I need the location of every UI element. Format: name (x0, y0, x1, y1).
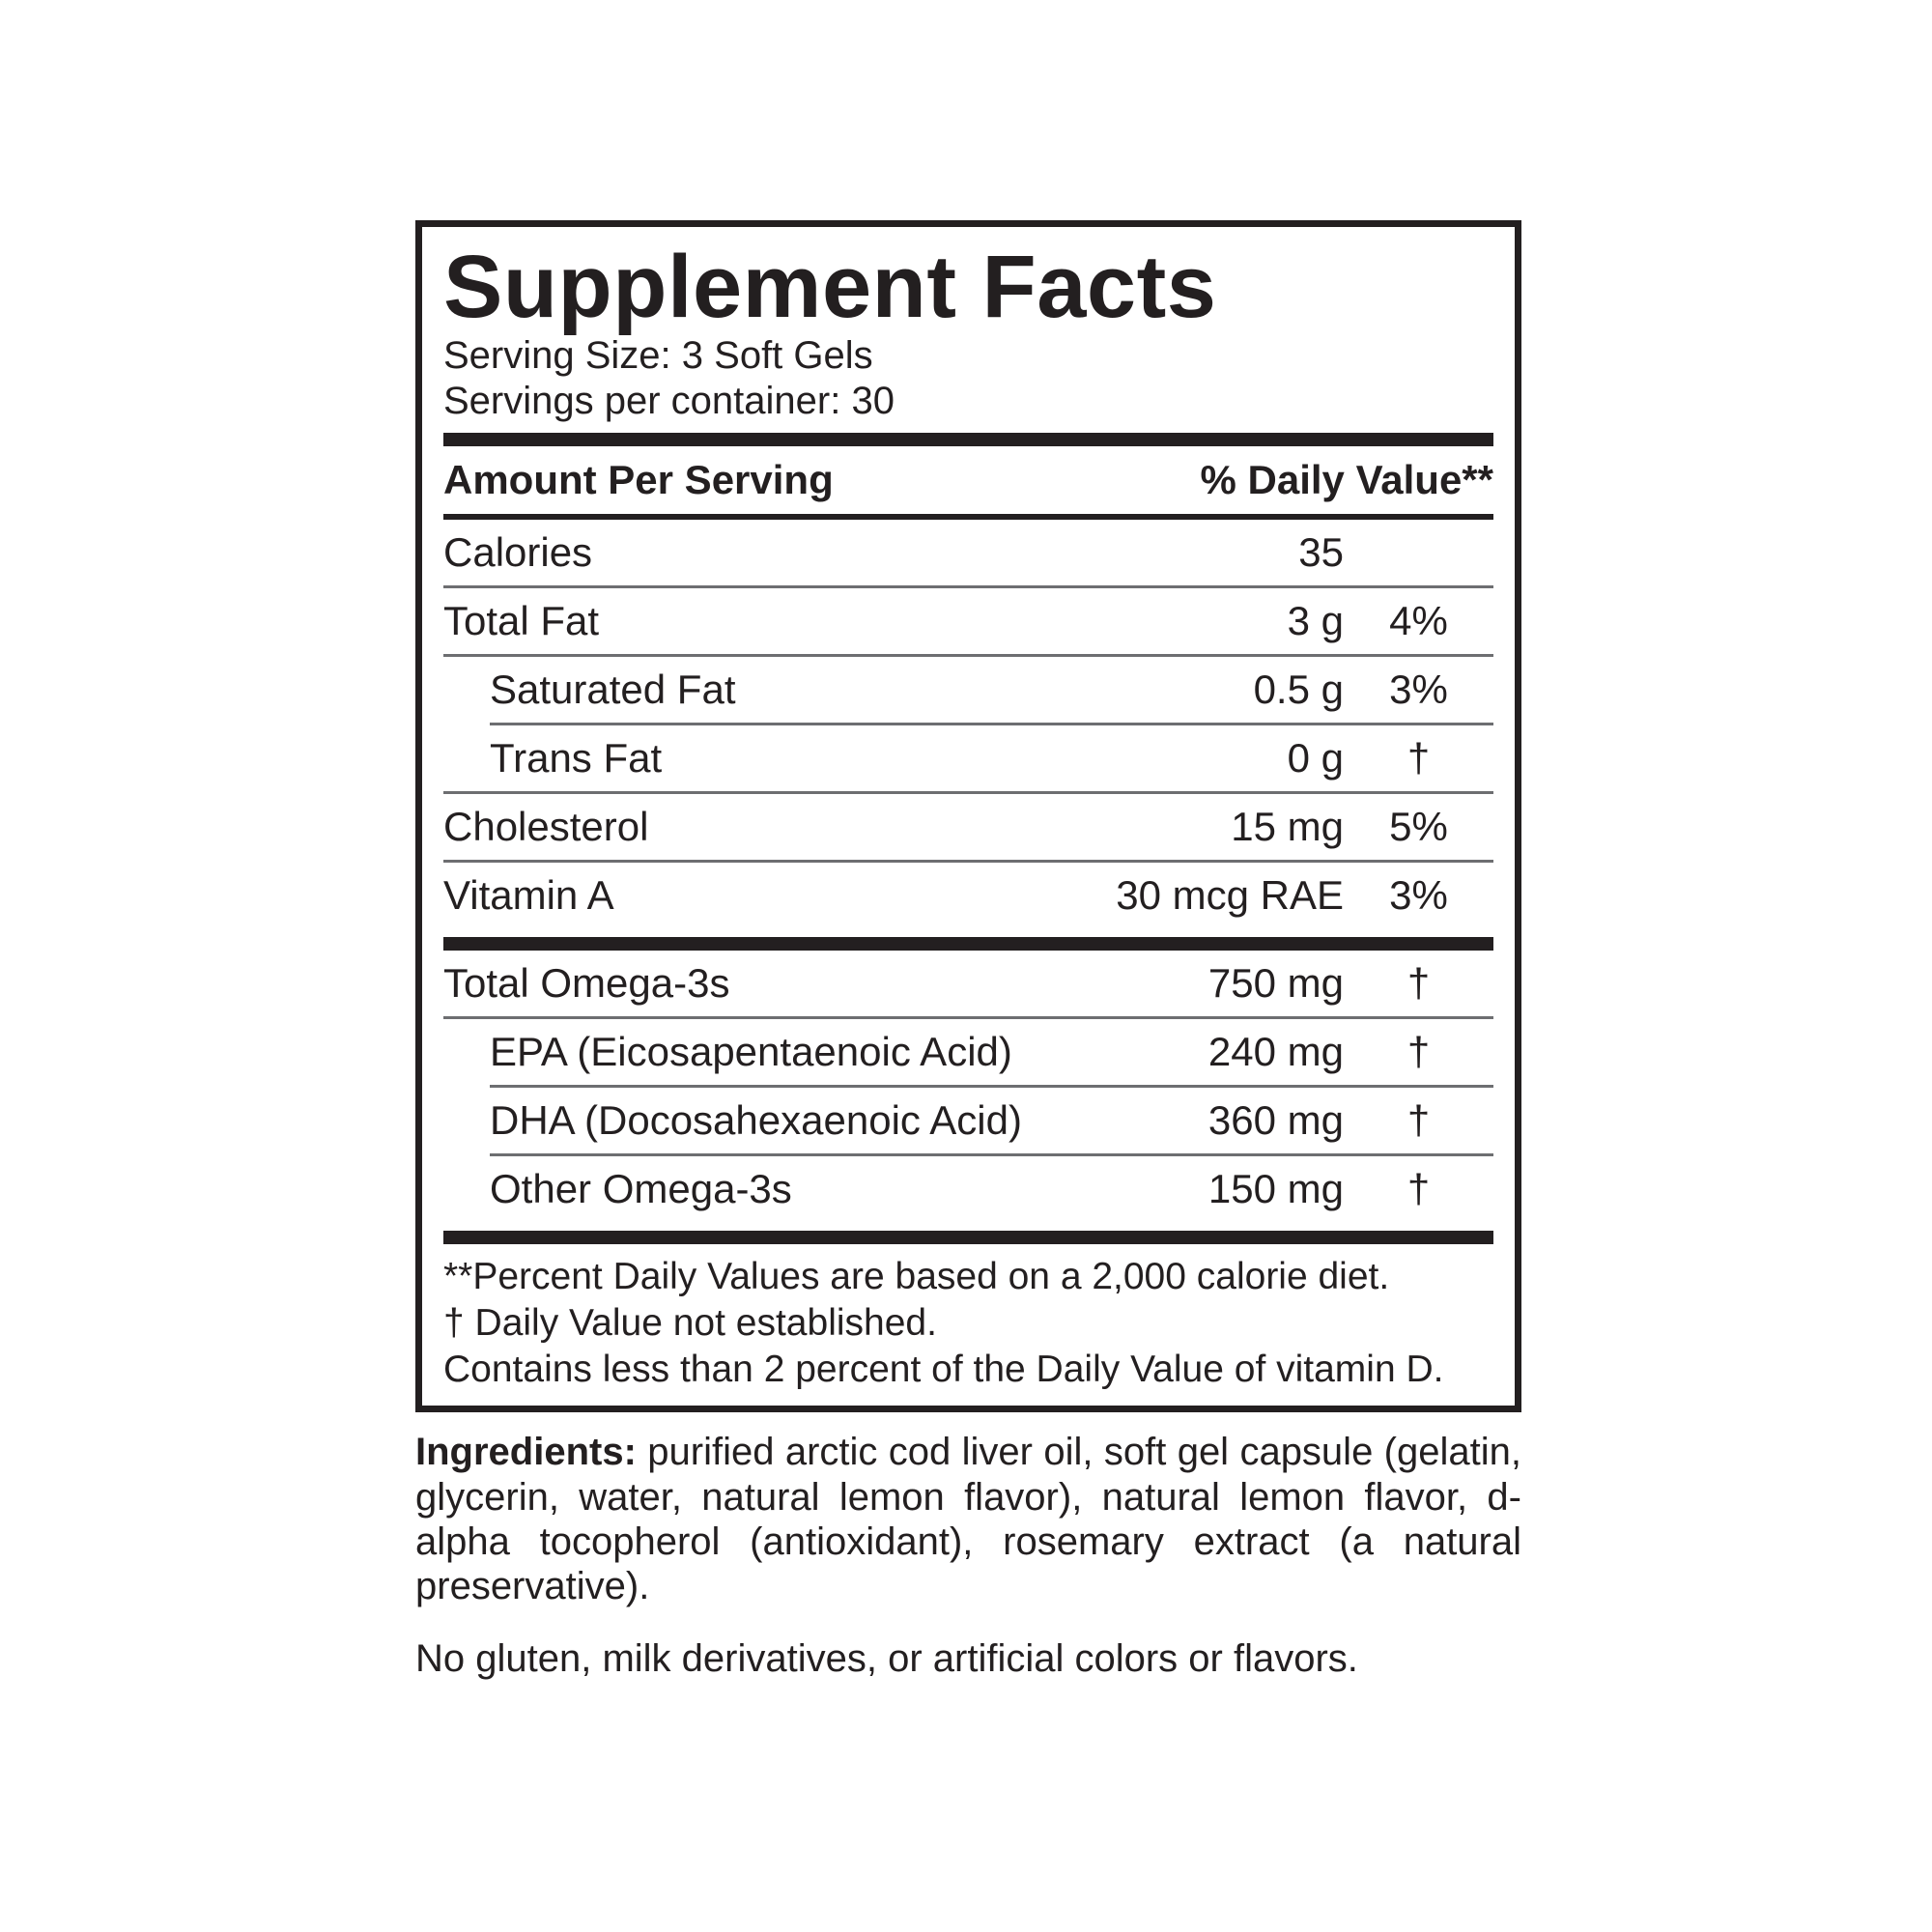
ingredients-text: purified arctic cod liver oil, soft gel … (415, 1431, 1521, 1608)
row-label: EPA (Eicosapentaenoic Acid) (490, 1029, 1012, 1075)
servings-per-container-line: Servings per container: 30 (443, 380, 895, 423)
table-row: EPA (Eicosapentaenoic Acid) 240 mg † (443, 1019, 1493, 1085)
allergen-statement: No gluten, milk derivatives, or artifici… (415, 1636, 1358, 1680)
divider-thick-above-header (443, 433, 1493, 447)
divider-thin (443, 1016, 1493, 1020)
ingredients-paragraph: Ingredients: purified arctic cod liver o… (415, 1430, 1521, 1609)
table-row: Calories 35 (443, 520, 1493, 585)
footnote-vitamin-d: Contains less than 2 percent of the Dail… (443, 1348, 1444, 1390)
divider-thick-omega-section (443, 937, 1493, 952)
divider-thin-indented (490, 723, 1493, 726)
row-label: Vitamin A (443, 872, 614, 919)
nutrition-table-epa: EPA (Eicosapentaenoic Acid) 240 mg † (443, 1019, 1493, 1085)
supplement-facts-label: Supplement Facts Serving Size: 3 Soft Ge… (415, 220, 1521, 1681)
column-header-amount: Amount Per Serving (443, 457, 834, 503)
row-value: 0.5 g (1253, 667, 1344, 713)
row-value: 15 mg (1231, 804, 1344, 850)
nutrition-table-other-omega: Other Omega-3s 150 mg † (443, 1156, 1493, 1222)
table-row: Total Omega-3s 750 mg † (443, 951, 1493, 1016)
row-value: 240 mg (1208, 1029, 1344, 1075)
table-row: Other Omega-3s 150 mg † (443, 1156, 1493, 1222)
row-label: Total Fat (443, 598, 600, 644)
table-row: Trans Fat 0 g † (443, 725, 1493, 791)
divider-thick-above-footnotes (443, 1231, 1493, 1245)
footnote-dagger: † Daily Value not established. (443, 1301, 937, 1344)
nutrition-table-dha: DHA (Docosahexaenoic Acid) 360 mg † (443, 1088, 1493, 1153)
divider-medium-below-header (443, 514, 1493, 521)
row-daily-value: 5% (1389, 804, 1448, 850)
footnote-percent-daily-value: **Percent Daily Values are based on a 2,… (443, 1256, 1390, 1298)
divider-thin-indented (490, 1085, 1493, 1089)
table-header-row: Amount Per Serving % Daily Value** (443, 446, 1493, 514)
row-label: Saturated Fat (490, 667, 736, 713)
row-value: 0 g (1287, 735, 1344, 781)
nutrition-table-satfat: Saturated Fat 0.5 g 3% (443, 657, 1493, 723)
row-value: 750 mg (1208, 960, 1344, 1007)
ingredients-section: Ingredients: purified arctic cod liver o… (415, 1430, 1521, 1681)
divider-thin (443, 791, 1493, 795)
row-daily-value: 3% (1389, 667, 1448, 713)
table-row: Cholesterol 15 mg 5% (443, 794, 1493, 860)
column-header-daily-value: % Daily Value** (1200, 457, 1494, 503)
table-row: Vitamin A 30 mcg RAE 3% (443, 863, 1493, 928)
row-daily-value: † (1406, 960, 1431, 1007)
supplement-facts-panel: Supplement Facts Serving Size: 3 Soft Ge… (415, 220, 1521, 1413)
row-label: Other Omega-3s (490, 1166, 792, 1212)
row-value: 360 mg (1208, 1097, 1344, 1144)
row-label: Cholesterol (443, 804, 649, 850)
ingredients-label: Ingredients: (415, 1431, 637, 1474)
table-row: Total Fat 3 g 4% (443, 588, 1493, 654)
row-value: 3 g (1287, 598, 1344, 644)
row-daily-value: † (1406, 1166, 1431, 1212)
divider-thin (443, 585, 1493, 589)
nutrition-table-vitamina: Vitamin A 30 mcg RAE 3% (443, 863, 1493, 928)
nutrition-table-primary: Calories 35 (443, 520, 1493, 585)
divider-thin (443, 860, 1493, 864)
nutrition-table: Amount Per Serving % Daily Value** (443, 446, 1493, 514)
row-label: Trans Fat (490, 735, 663, 781)
row-label: DHA (Docosahexaenoic Acid) (490, 1097, 1022, 1144)
row-label: Calories (443, 529, 593, 576)
row-value: 30 mcg RAE (1116, 872, 1344, 919)
nutrition-table-total-omega: Total Omega-3s 750 mg † (443, 951, 1493, 1016)
row-daily-value: 4% (1389, 598, 1448, 644)
footnotes-block: **Percent Daily Values are based on a 2,… (443, 1254, 1493, 1392)
row-value: 150 mg (1208, 1166, 1344, 1212)
divider-thin-indented (490, 1153, 1493, 1157)
row-label: Total Omega-3s (443, 960, 730, 1007)
table-row: DHA (Docosahexaenoic Acid) 360 mg † (443, 1088, 1493, 1153)
nutrition-table-cholesterol: Cholesterol 15 mg 5% (443, 794, 1493, 860)
page-title: Supplement Facts (443, 238, 1217, 336)
divider-thin (443, 654, 1493, 658)
table-row: Saturated Fat 0.5 g 3% (443, 657, 1493, 723)
row-daily-value: † (1406, 735, 1431, 781)
row-daily-value: † (1406, 1097, 1431, 1144)
nutrition-table-totalfat: Total Fat 3 g 4% (443, 588, 1493, 654)
row-value: 35 (1298, 529, 1344, 576)
row-daily-value (1344, 520, 1493, 585)
serving-size-line: Serving Size: 3 Soft Gels (443, 334, 873, 377)
row-daily-value: 3% (1389, 872, 1448, 919)
row-daily-value: † (1406, 1029, 1431, 1075)
nutrition-table-transfat: Trans Fat 0 g † (443, 725, 1493, 791)
